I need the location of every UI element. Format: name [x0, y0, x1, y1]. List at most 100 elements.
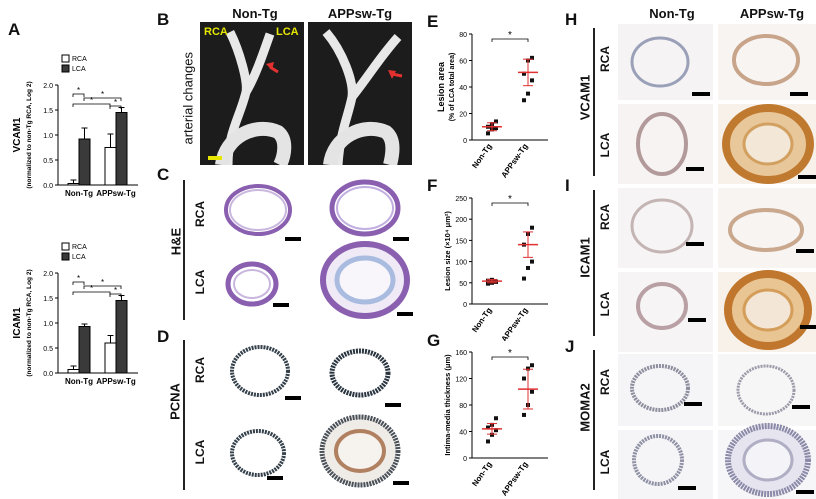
- x-tick-label: APPsw-Tg: [500, 460, 530, 498]
- data-point: [530, 259, 534, 264]
- significance-bracket: [72, 281, 85, 285]
- data-point: [530, 78, 534, 83]
- stain-label-moma2: MOMA2: [577, 383, 593, 432]
- significance-star: *: [101, 278, 104, 287]
- scale-bar: [393, 481, 409, 485]
- scale-bar: [790, 92, 808, 96]
- y-tick-label: 250: [455, 196, 467, 203]
- y-tick-label: 0: [463, 302, 467, 309]
- column-header-non-tg: Non-Tg: [649, 6, 695, 21]
- scatter-chart-lesion-size: 0 50 100 150 200 250 Lesion size (×10⁴ μm²) Non…: [443, 194, 548, 341]
- y-axis-title: VCAM1: [12, 117, 23, 152]
- data-point: [494, 126, 498, 131]
- row-label-lca: LCA: [193, 439, 207, 465]
- scale-bar: [692, 92, 710, 96]
- stain-label-vcam1: VCAM1: [577, 74, 593, 121]
- x-tick-label: Non-Tg: [470, 142, 493, 170]
- significance-star: *: [508, 30, 512, 41]
- data-point: [526, 265, 530, 270]
- x-tick-label: Non-Tg: [65, 189, 93, 198]
- panel-label-a: A: [8, 20, 21, 39]
- scale-bar: [792, 405, 810, 409]
- data-point: [486, 281, 490, 286]
- scatter-chart-lesion-area: 0 20 40 60 80 Lesion area (% of LCA total area…: [436, 30, 548, 180]
- stain-label-he: H&E: [168, 227, 184, 256]
- data-point: [530, 55, 534, 60]
- artery-photo-non-tg: RCA LCA: [200, 22, 304, 169]
- x-tick-label: APPsw-Tg: [96, 189, 136, 198]
- divider: [593, 190, 595, 336]
- bar: [104, 147, 117, 186]
- column-header-app-tg: APPsw-Tg: [739, 6, 805, 21]
- aortic-arch-drawing: [208, 29, 292, 169]
- significance-star: *: [90, 284, 93, 293]
- y-tick-label: 200: [455, 217, 467, 224]
- data-point: [526, 366, 530, 371]
- divider: [183, 180, 185, 320]
- bar: [78, 326, 91, 374]
- scale-bar: [393, 237, 409, 241]
- y-tick-label: 0.0: [43, 183, 53, 190]
- y-tick-label: 0.0: [43, 371, 53, 378]
- panel-label-f: F: [427, 176, 438, 195]
- y-axis-subtitle: (normalized to non-Tg RCA, Log 2): [26, 269, 33, 376]
- y-tick-label: 160: [455, 350, 467, 357]
- scale-bar: [796, 490, 814, 494]
- row-label-lca: LCA: [598, 449, 612, 475]
- y-tick-label: 20: [459, 112, 467, 119]
- data-point: [494, 279, 498, 284]
- y-tick-label: 150: [455, 238, 467, 245]
- y-tick-label: 80: [459, 403, 467, 410]
- panel-label-c: C: [157, 165, 170, 184]
- scale-bar: [285, 396, 301, 400]
- scale-bar: [267, 476, 283, 480]
- legend-swatch: [61, 252, 70, 261]
- scale-bar: [678, 486, 696, 490]
- y-tick-label: 2.0: [43, 271, 53, 278]
- y-axis-title: Lesion size (×10⁴ μm²): [443, 211, 452, 291]
- y-tick-label: 1.0: [43, 321, 53, 328]
- row-label-lca: LCA: [598, 291, 612, 317]
- y-tick-label: 1.5: [43, 296, 53, 303]
- divider: [183, 340, 185, 490]
- data-point: [494, 119, 498, 124]
- x-tick-label: APPsw-Tg: [96, 377, 136, 386]
- data-point: [526, 91, 530, 96]
- data-point: [522, 276, 526, 281]
- significance-star: *: [77, 86, 80, 95]
- y-axis-title: Intima-media thickness (μm): [443, 354, 452, 456]
- x-tick-label: Non-Tg: [470, 306, 493, 334]
- aortic-arch-drawing-tg: [322, 29, 403, 167]
- x-tick-label: Non-Tg: [65, 377, 93, 386]
- scale-bar: [397, 312, 413, 316]
- y-tick-label: 0: [463, 456, 467, 463]
- significance-bracket: [491, 202, 529, 206]
- significance-star: *: [508, 348, 512, 359]
- he-sections: [224, 179, 410, 319]
- scale-bar: [686, 242, 704, 246]
- legend-swatch: [61, 54, 70, 63]
- row-label-rca: RCA: [598, 204, 612, 230]
- data-point: [486, 425, 490, 430]
- bar: [115, 112, 128, 186]
- data-point: [522, 412, 526, 417]
- arterial-changes-label: arterial changes: [180, 52, 196, 145]
- divider: [593, 28, 595, 176]
- column-header-non-tg: Non-Tg: [232, 6, 278, 21]
- x-tick-label: APPsw-Tg: [500, 306, 530, 341]
- data-point: [522, 71, 526, 76]
- legend-swatch: [61, 242, 70, 251]
- panel-label-i: I: [565, 176, 570, 195]
- data-point: [486, 439, 490, 444]
- y-tick-label: 1.5: [43, 108, 53, 115]
- bar-chart-vcam1: 0.0 0.5 1.0 1.5 2.0 VCAM1 (normalized to non-T…: [12, 54, 138, 198]
- data-point: [490, 432, 494, 437]
- significance-star: *: [90, 96, 93, 105]
- divider: [593, 350, 595, 490]
- scale-bar: [796, 249, 814, 253]
- row-label-lca: LCA: [598, 132, 612, 158]
- stain-label-pcna: PCNA: [167, 383, 183, 420]
- data-point: [522, 98, 526, 103]
- ihc-sections: [618, 24, 816, 499]
- significance-star: *: [114, 286, 117, 295]
